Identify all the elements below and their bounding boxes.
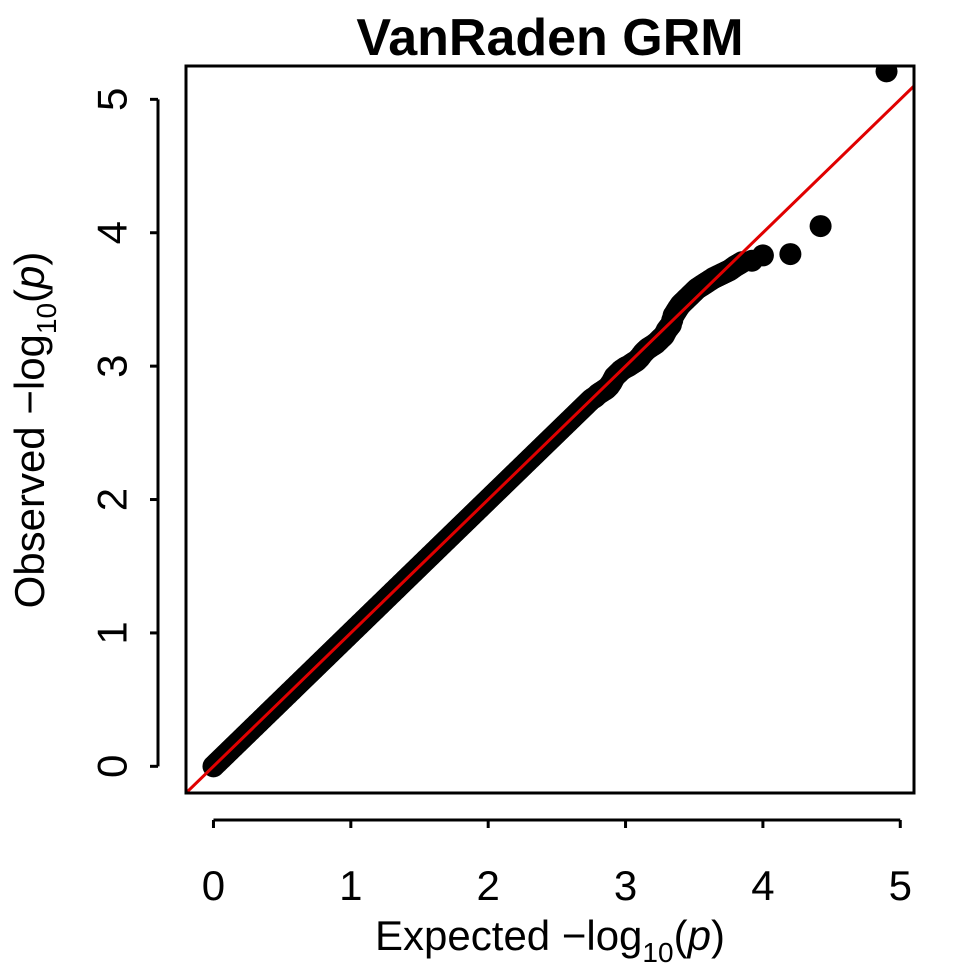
y-tick-label: 5 — [89, 88, 136, 111]
data-points — [202, 66, 898, 778]
data-point — [809, 215, 832, 238]
x-tick-label: 1 — [339, 862, 362, 909]
y-axis-label-variable: p — [6, 266, 53, 291]
y-tick-label: 2 — [89, 488, 136, 511]
x-tick-label: 5 — [889, 862, 912, 909]
x-axis-label-variable: p — [686, 912, 711, 959]
reference-line — [186, 84, 914, 793]
y-tick-label: 0 — [89, 755, 136, 778]
reference-line-layer — [186, 84, 914, 793]
y-axis-label-prefix: Observed −log — [6, 334, 53, 608]
chart-title: VanRaden GRM — [356, 9, 743, 67]
data-point — [779, 243, 802, 266]
x-tick-label: 4 — [751, 862, 774, 909]
x-axis-label-open-paren: ( — [674, 912, 688, 959]
y-tick-label: 4 — [89, 221, 136, 244]
x-tick-label: 0 — [202, 862, 225, 909]
data-point — [875, 66, 898, 83]
plot-frame — [184, 64, 916, 795]
y-axis: 0 1 2 3 4 5 — [89, 88, 160, 778]
y-tick-label: 1 — [89, 621, 136, 644]
y-axis-label-subscript: 10 — [31, 303, 62, 334]
x-axis-label-prefix: Expected −log — [375, 912, 642, 959]
x-axis-label-close-paren: ) — [711, 912, 725, 959]
x-tick-label: 3 — [614, 862, 637, 909]
x-axis-label: Expected −log10(p) — [375, 912, 725, 968]
y-tick-label: 3 — [89, 354, 136, 377]
x-tick-label: 2 — [477, 862, 500, 909]
x-axis: 0 1 2 3 4 5 — [202, 818, 912, 909]
x-axis-label-subscript: 10 — [642, 937, 673, 968]
data-point — [751, 244, 774, 267]
y-axis-label-open-paren: ( — [6, 289, 53, 303]
y-axis-label: Observed −log10(p) — [6, 252, 62, 609]
y-axis-label-close-paren: ) — [6, 252, 53, 266]
